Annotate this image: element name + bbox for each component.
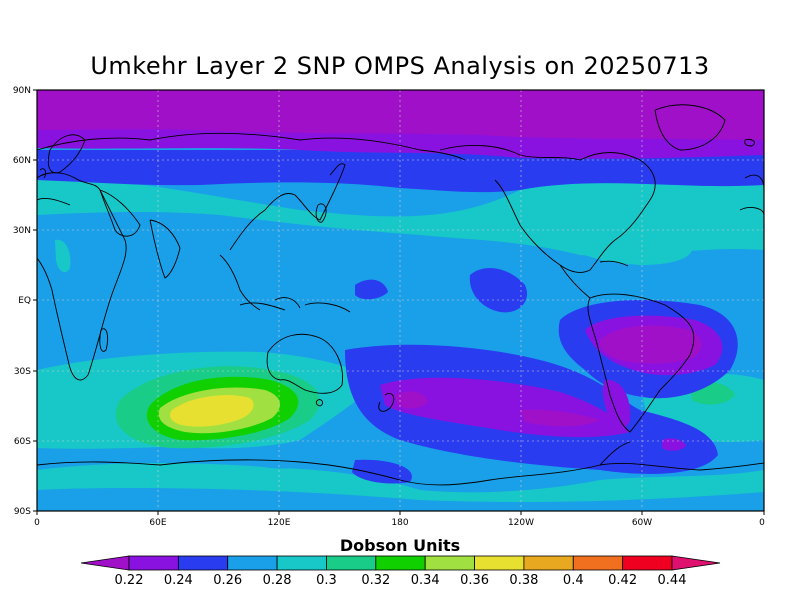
colorbar-overflow-swatch [671,555,721,571]
lat-label: 30S [14,367,31,377]
lon-label: 0 [759,518,765,528]
colorbar-swatch [276,555,327,571]
colorbar-swatch [326,555,377,571]
lat-label: 60N [13,156,31,166]
colorbar-tick-label: 0.26 [213,573,242,588]
colorbar-tick-label: 0.32 [361,573,390,588]
axis-ticks [33,89,765,515]
colorbar: 0.22 0.24 0.26 0.28 0.3 0.32 0.34 0.36 0.38 0.4 0.… [80,555,721,588]
lon-label: 120W [508,518,534,528]
colorbar-tick-label: 0.4 [563,573,584,588]
colorbar-swatch [227,555,278,571]
colorbar-swatch [523,555,574,571]
map-title: Umkehr Layer 2 SNP OMPS Analysis on 2025… [90,52,710,80]
colorbar-tick-label: 0.38 [509,573,538,588]
lat-label: 90N [13,86,31,96]
colorbar-tick-label: 0.44 [658,573,687,588]
colorbar-tick-label: 0.36 [460,573,489,588]
colorbar-swatch [474,555,525,571]
lon-label: 60W [632,518,652,528]
lon-label: 120E [268,518,291,528]
ozone-field [37,90,764,511]
coastlines [36,104,765,486]
colorbar-swatch [177,555,229,571]
lat-label: 60S [14,437,31,447]
colorbar-tick-label: 0.34 [411,573,440,588]
colorbar-swatch [622,555,673,571]
lon-label: 0 [34,518,40,528]
colorbar-tick-label: 0.22 [115,573,144,588]
colorbar-swatch [128,555,179,571]
colorbar-tick-label: 0.28 [263,573,292,588]
latitude-labels: 90N 60N 30N EQ 30S 60S 90S [13,86,31,517]
colorbar-swatch [424,555,475,571]
longitude-labels: 0 60E 120E 180 120W 60W 0 [34,518,765,528]
colorbar-tick-label: 0.42 [608,573,637,588]
colorbar-underflow-swatch [80,555,130,571]
lon-label: 180 [391,518,408,528]
colorbar-swatch [375,555,426,571]
colorbar-swatch [572,555,624,571]
colorbar-tick-label: 0.3 [316,573,337,588]
lat-label: 30N [13,226,31,236]
lon-label: 60E [149,518,166,528]
lat-label: 90S [14,507,31,517]
lat-label: EQ [18,296,31,306]
colorbar-title: Dobson Units [339,536,461,555]
colorbar-tick-label: 0.24 [164,573,193,588]
graticule [37,90,764,511]
